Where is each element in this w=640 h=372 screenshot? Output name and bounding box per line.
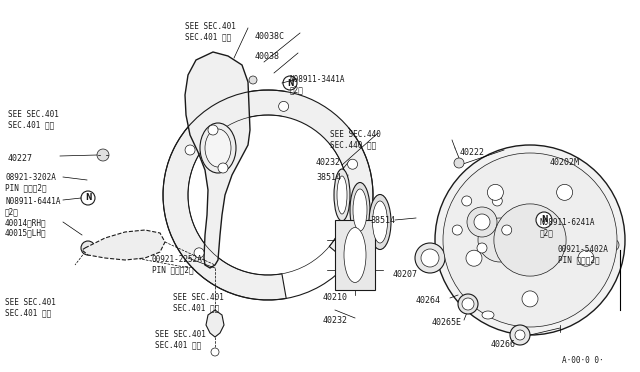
Circle shape [477,243,487,253]
Text: N08911-6241A
（2）: N08911-6241A （2） [540,218,595,237]
Circle shape [440,180,524,264]
Text: N: N [541,215,547,224]
Text: N: N [287,78,293,87]
Text: SEE SEC.440
SEC.440 参照: SEE SEC.440 SEC.440 参照 [330,130,381,150]
Circle shape [435,145,625,335]
Circle shape [452,225,462,235]
Circle shape [488,185,504,201]
Text: N08911-3441A
（2）: N08911-3441A （2） [290,75,346,94]
Circle shape [510,325,530,345]
Ellipse shape [337,176,347,214]
Ellipse shape [344,228,366,282]
Text: 00921-2252A
PIN ピン（2）: 00921-2252A PIN ピン（2） [152,255,203,275]
Circle shape [467,207,497,237]
Circle shape [230,80,240,90]
Circle shape [443,153,617,327]
Circle shape [81,241,95,255]
Circle shape [97,149,109,161]
Text: 40232: 40232 [323,316,348,325]
Circle shape [502,225,512,235]
Circle shape [578,250,594,266]
Circle shape [448,188,516,256]
Circle shape [462,298,474,310]
Text: SEE SEC.401
SEC.401 参照: SEE SEC.401 SEC.401 参照 [173,293,224,312]
Ellipse shape [369,195,391,250]
Text: 40266: 40266 [491,340,516,349]
Text: 40264: 40264 [416,296,441,305]
Circle shape [522,291,538,307]
Text: SEE SEC.401
SEC.401 参照: SEE SEC.401 SEC.401 参照 [5,298,56,317]
Circle shape [454,158,464,168]
Text: N08911-6441A
（2）: N08911-6441A （2） [5,197,61,217]
Text: 00921-5402A
PIN ピン（2）: 00921-5402A PIN ピン（2） [558,245,609,264]
Ellipse shape [353,189,367,231]
Text: 40014（RH）
40015（LH）: 40014（RH） 40015（LH） [5,218,47,237]
Circle shape [249,76,257,84]
Circle shape [515,330,525,340]
Text: 40038C: 40038C [255,32,285,41]
Circle shape [218,163,228,173]
Polygon shape [335,220,375,290]
Circle shape [415,243,445,273]
Ellipse shape [372,201,387,243]
Circle shape [458,294,478,314]
Circle shape [557,185,573,201]
Circle shape [348,159,358,169]
Circle shape [421,249,439,267]
Circle shape [478,218,522,262]
Circle shape [474,214,490,230]
Circle shape [283,76,297,90]
Text: SEE SEC.401
SEC.401 参照: SEE SEC.401 SEC.401 参照 [155,330,206,349]
Ellipse shape [350,183,370,237]
Circle shape [466,250,482,266]
Text: 40038: 40038 [255,52,280,61]
Ellipse shape [205,129,231,167]
Text: 40232: 40232 [316,158,341,167]
Text: 38514: 38514 [316,173,341,182]
Text: N: N [84,193,92,202]
Circle shape [194,248,204,258]
Text: SEE SEC.401
SEC.401 参照: SEE SEC.401 SEC.401 参照 [185,22,236,41]
Circle shape [607,239,619,251]
Circle shape [81,191,95,205]
Polygon shape [197,55,245,118]
Ellipse shape [482,311,494,319]
Text: 40227: 40227 [8,154,33,163]
Circle shape [461,196,472,206]
Text: 08921-3202A
PIN ピン（2）: 08921-3202A PIN ピン（2） [5,173,56,192]
Circle shape [536,212,552,228]
Ellipse shape [200,123,236,173]
Text: 40222: 40222 [460,148,485,157]
Text: 40210: 40210 [323,293,348,302]
Circle shape [185,145,195,155]
Circle shape [211,348,219,356]
Polygon shape [206,310,224,337]
Circle shape [494,204,566,276]
Ellipse shape [461,201,473,243]
Polygon shape [185,52,250,268]
Text: A·00·0 0·: A·00·0 0· [562,356,604,365]
Circle shape [278,101,289,111]
Ellipse shape [334,169,350,221]
Circle shape [492,196,502,206]
Text: SEE SEC.401
SEC.401 参照: SEE SEC.401 SEC.401 参照 [8,110,59,129]
Circle shape [208,125,218,135]
Circle shape [230,63,240,73]
Polygon shape [163,90,373,300]
Text: 40265E: 40265E [432,318,462,327]
Polygon shape [82,230,165,260]
Text: 40202M: 40202M [550,158,580,167]
Text: 40207: 40207 [393,270,418,279]
Text: 38514: 38514 [370,216,395,225]
